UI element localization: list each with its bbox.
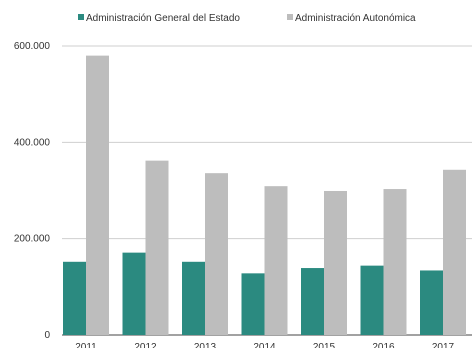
bar-autonomica-2016 (383, 189, 407, 335)
legend-swatch-autonomica (287, 14, 293, 20)
bar-general-2015 (301, 268, 324, 335)
bars (63, 55, 466, 336)
bar-general-2016 (360, 265, 384, 335)
legend-label-autonomica: Administración Autonómica (295, 13, 416, 24)
x-tick-label: 2014 (253, 342, 276, 348)
bar-general-2011 (63, 261, 86, 335)
bar-general-2014 (241, 273, 265, 335)
legend-swatch-general (78, 14, 84, 20)
bar-general-2013 (182, 261, 205, 335)
bar-autonomica-2011 (86, 55, 109, 336)
bar-autonomica-2014 (264, 186, 288, 335)
y-tick-label: 0 (44, 330, 50, 341)
x-tick-label: 2017 (432, 342, 455, 348)
x-tick-label: 2015 (313, 342, 336, 348)
legend: Administración General del Estado Admini… (78, 13, 416, 24)
y-tick-label: 600.000 (14, 41, 51, 52)
bar-autonomica-2015 (324, 190, 347, 335)
x-tick-label: 2012 (134, 342, 157, 348)
bar-autonomica-2012 (145, 160, 169, 335)
x-tick-label: 2013 (194, 342, 217, 348)
bar-autonomica-2017 (443, 169, 466, 335)
bar-general-2017 (420, 270, 443, 335)
bar-general-2012 (122, 252, 146, 335)
y-axis-ticks: 0 200.000 400.000 600.000 (14, 41, 51, 341)
y-tick-label: 400.000 (14, 137, 51, 148)
legend-label-general: Administración General del Estado (86, 13, 240, 24)
x-axis-ticks: 2011 2012 2013 2014 2015 2016 2017 (75, 342, 454, 348)
y-tick-label: 200.000 (14, 234, 51, 245)
x-tick-label: 2016 (372, 342, 395, 348)
x-tick-label: 2011 (75, 342, 97, 348)
bar-autonomica-2013 (205, 173, 228, 335)
